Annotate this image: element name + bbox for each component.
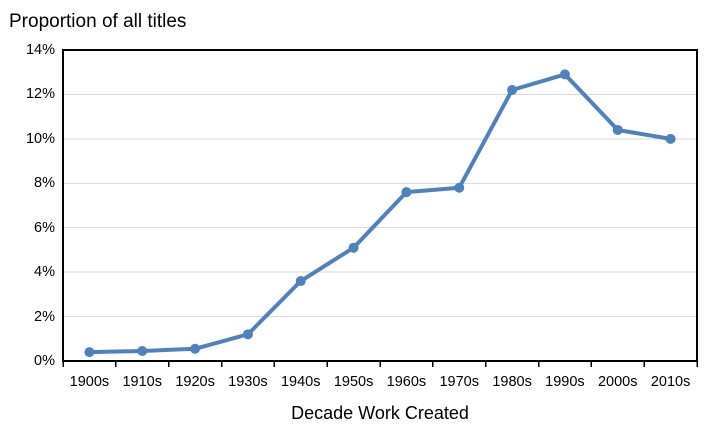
data-point-1950s bbox=[348, 242, 359, 253]
y-axis-tick-label: 14% bbox=[25, 42, 55, 58]
series-line bbox=[87, 72, 673, 355]
y-axis-tick-label: 0% bbox=[34, 353, 55, 369]
x-axis-title: Decade Work Created bbox=[291, 403, 469, 423]
y-axis-tick-label: 2% bbox=[34, 308, 55, 325]
x-axis-tick-label: 1910s bbox=[122, 374, 162, 390]
y-axis-tick-label: 6% bbox=[34, 219, 55, 236]
data-point-1990s bbox=[559, 69, 570, 80]
x-axis-tick-label: 1970s bbox=[439, 374, 479, 390]
x-axis-tick-label: 2010s bbox=[650, 374, 691, 390]
data-point-1980s bbox=[507, 84, 518, 95]
x-axis-tick-label: 1950s bbox=[333, 374, 374, 390]
data-point-2000s bbox=[612, 124, 623, 135]
data-point-2010s bbox=[665, 133, 676, 144]
data-point-1920s bbox=[190, 343, 201, 354]
x-axis-tick-label: 2000s bbox=[597, 374, 638, 390]
data-point-1970s bbox=[454, 182, 465, 193]
data-point-1940s bbox=[295, 276, 306, 287]
x-axis: 1900s 1910s 1920s 1930s 1940s 1950s 1960s 1970s… bbox=[0, 373, 720, 391]
y-axis-tick-label: 8% bbox=[34, 175, 55, 192]
data-point-1900s bbox=[84, 347, 95, 358]
x-axis-tick-label: 1920s bbox=[175, 374, 215, 390]
x-axis-tick-label: 1940s bbox=[280, 374, 321, 390]
data-point-1960s bbox=[401, 187, 412, 198]
y-axis: 0% 2% 4% 6% 8% 10% 12% 14% bbox=[0, 0, 55, 432]
x-axis-tick-label: 1980s bbox=[492, 374, 532, 390]
x-axis-tick-label: 1990s bbox=[545, 374, 585, 390]
y-axis-tick-label: 4% bbox=[34, 264, 55, 281]
data-point-1930s bbox=[242, 329, 253, 340]
y-axis-tick-label: 10% bbox=[25, 130, 55, 147]
chart-title: Proportion of all titles bbox=[9, 11, 187, 32]
data-point-1910s bbox=[137, 346, 148, 357]
plot-border bbox=[62, 49, 698, 362]
x-axis-tick-label: 1900s bbox=[69, 374, 110, 390]
x-axis-tick-label: 1960s bbox=[386, 374, 427, 390]
x-axis-tick-label: 1930s bbox=[228, 374, 268, 390]
y-axis-tick-label: 12% bbox=[25, 86, 55, 103]
